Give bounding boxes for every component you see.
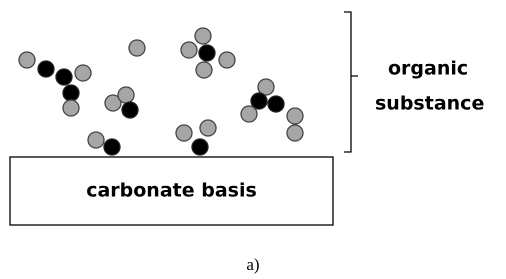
particle (268, 96, 284, 112)
particle (241, 106, 257, 122)
particle (63, 100, 79, 116)
particle (199, 45, 215, 61)
caption: a) (246, 255, 259, 274)
particle (38, 61, 54, 77)
particle (287, 125, 303, 141)
particle (219, 52, 235, 68)
bracket-label-line: substance (375, 93, 484, 115)
bracket (344, 12, 358, 152)
particle (200, 120, 216, 136)
particle (118, 87, 134, 103)
particle (75, 65, 91, 81)
particle (104, 139, 120, 155)
bracket-label-line: organic (388, 58, 468, 80)
particle (181, 42, 197, 58)
particle (129, 40, 145, 56)
particle (19, 52, 35, 68)
particle (176, 125, 192, 141)
particle (287, 108, 303, 124)
particle (63, 85, 79, 101)
particles (19, 28, 303, 155)
particle (196, 62, 212, 78)
particle (195, 28, 211, 44)
particle (192, 139, 208, 155)
diagram: carbonate basis organic substance a) (0, 0, 506, 279)
particle (88, 132, 104, 148)
particle (122, 102, 138, 118)
particle (56, 69, 72, 85)
basis-label: carbonate basis (86, 180, 257, 202)
